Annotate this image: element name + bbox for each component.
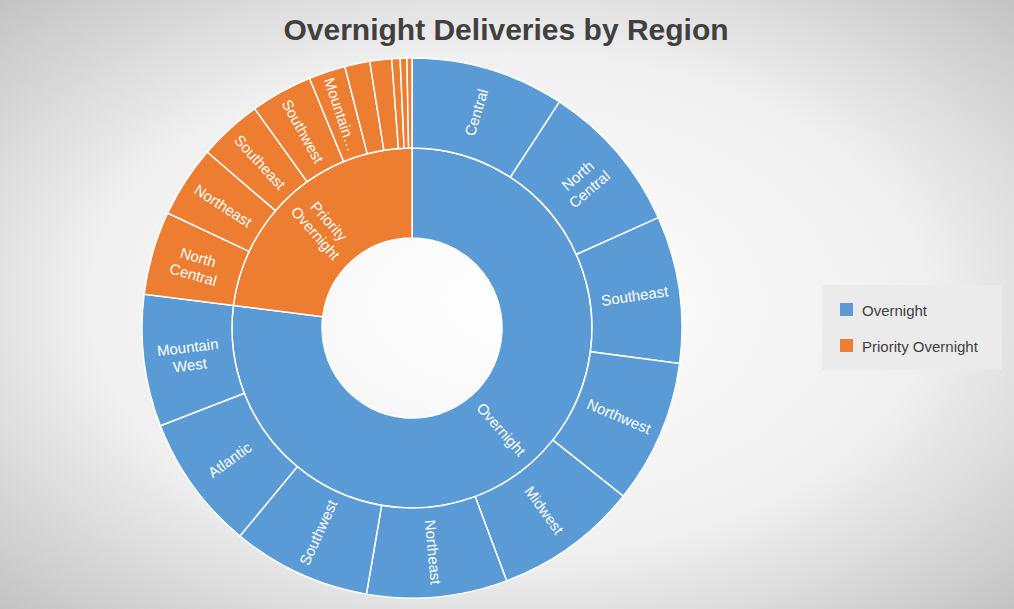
legend-label: Priority Overnight <box>862 338 979 355</box>
outer-segment <box>407 58 412 148</box>
region-label: Mountain… <box>321 75 361 153</box>
region-label: Atlantic <box>205 438 255 481</box>
outer-segment <box>576 218 682 364</box>
region-label: Southwest <box>296 496 341 568</box>
legend-swatch <box>840 339 853 352</box>
region-label: Midwest <box>521 483 568 538</box>
region-label: MountainWest <box>156 334 222 376</box>
region-label: Southwest <box>279 96 328 166</box>
region-label: Southeast <box>231 131 290 193</box>
group-label: PriorityOvernight <box>288 191 358 264</box>
legend-box <box>822 285 1002 370</box>
sunburst: Overnight PriorityOvernight Central NorthCe… <box>142 58 682 598</box>
title: Overnight Deliveries by Region <box>283 13 728 46</box>
legend: Overnight Priority Overnight <box>822 285 1002 370</box>
region-label: NorthCentral <box>168 242 224 289</box>
inner-segment <box>232 148 592 508</box>
region-label: Central <box>461 87 491 138</box>
background <box>0 0 1014 609</box>
region-label: Northeast <box>191 181 256 231</box>
segments <box>142 58 682 598</box>
region-label: Northwest <box>585 395 655 437</box>
region-label: NorthCentral <box>553 153 613 211</box>
region-label: Northeast <box>422 519 445 586</box>
chart: Overnight Deliveries by Region Overnight P… <box>0 0 1014 609</box>
outer-segment <box>142 294 244 426</box>
group-label: Overnight <box>473 399 529 460</box>
legend-swatch <box>840 303 853 316</box>
legend-label: Overnight <box>862 302 928 319</box>
outer-segment <box>366 497 506 598</box>
region-label: Southeast <box>600 282 670 309</box>
segment-labels: Overnight PriorityOvernight Central NorthCe… <box>156 75 670 586</box>
